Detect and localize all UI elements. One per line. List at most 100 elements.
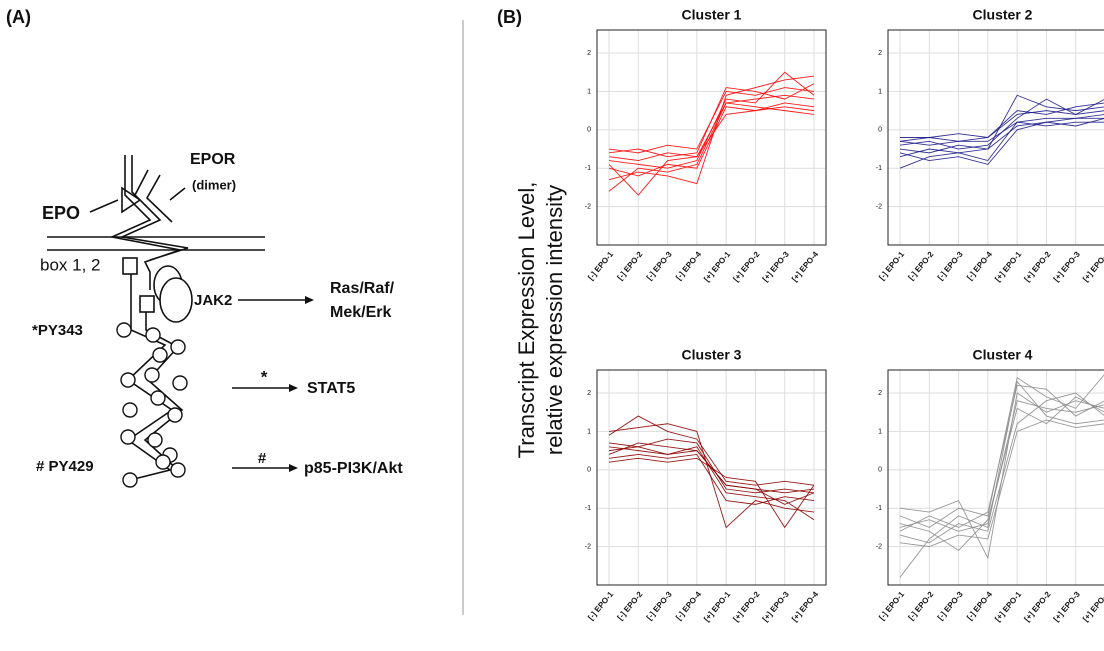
y-tick-label: 0 [878, 467, 882, 474]
data-line [608, 71, 815, 169]
data-line [900, 110, 1104, 138]
x-tick-label: [+] EPO-3 [761, 249, 792, 283]
arrowhead [289, 384, 298, 392]
y-tick-label: -2 [585, 203, 591, 210]
x-tick-label: [+] EPO-3 [761, 589, 792, 623]
x-tick-label: [+] EPO-1 [993, 589, 1024, 623]
x-tick-label: [-] EPO-1 [586, 589, 615, 621]
y-tick-label: -2 [585, 543, 591, 550]
arrowhead [305, 296, 314, 304]
arrow-mark: * [261, 367, 268, 386]
y-tick-label: 2 [587, 390, 591, 397]
x-tick-label: [-] EPO-4 [965, 249, 994, 281]
y-tick-label: 2 [878, 50, 882, 57]
x-tick-label: [+] EPO-3 [1052, 589, 1083, 623]
box-domain [139, 295, 155, 313]
plot-frame [596, 29, 827, 246]
y-tick-label: -1 [585, 505, 591, 512]
data-line [899, 117, 1104, 154]
y-tick-label: 1 [878, 428, 882, 435]
panel-a: (A) EPOR (dimer) EPO box 1, 2 JAK2 Ras/R… [6, 7, 464, 615]
dimer-label: (dimer) [192, 177, 236, 192]
y-tick-label: 0 [587, 467, 591, 474]
x-tick-label: [+] EPO-1 [702, 589, 733, 623]
data-line [608, 442, 815, 505]
pathway-label: p85-PI3K/Akt [304, 460, 403, 477]
x-tick-label: [-] EPO-4 [674, 589, 703, 621]
data-line [899, 380, 1104, 578]
pathway-label: Ras/Raf/ [330, 280, 395, 297]
x-tick-label: [+] EPO-4 [1081, 589, 1104, 623]
x-tick-label: [-] EPO-2 [907, 589, 936, 621]
x-tick-label: [-] EPO-2 [616, 249, 645, 281]
chart-title: Cluster 1 [682, 7, 742, 23]
panel-label: (A) [6, 7, 31, 27]
epo-ligand [121, 186, 142, 214]
data-line [899, 392, 1104, 560]
y-tick-label: 2 [587, 50, 591, 57]
box-domain [122, 257, 138, 275]
data-line [608, 102, 815, 192]
data-line [608, 94, 815, 161]
chart-title: Cluster 4 [973, 347, 1033, 363]
x-tick-label: [-] EPO-3 [936, 589, 965, 621]
x-tick-label: [+] EPO-3 [1052, 249, 1083, 283]
data-line [899, 118, 1104, 165]
pointer [89, 199, 119, 213]
x-tick-label: [-] EPO-3 [645, 249, 674, 281]
data-line [899, 98, 1104, 150]
data-line [608, 415, 815, 486]
y-axis-label: Transcript Expression Level, [514, 182, 539, 459]
x-tick-label: [+] EPO-4 [790, 249, 821, 283]
pathway-label: Mek/Erk [330, 304, 391, 321]
x-tick-label: [-] EPO-2 [907, 249, 936, 281]
data-line [608, 423, 815, 529]
data-line [608, 83, 815, 158]
pointer [169, 187, 186, 201]
x-tick-label: [-] EPO-3 [936, 249, 965, 281]
data-line [608, 453, 815, 505]
y-tick-label: -2 [876, 543, 882, 550]
chart-title: Cluster 3 [682, 347, 742, 363]
data-line [899, 102, 1104, 142]
epor-label: EPOR [190, 151, 236, 168]
data-line [608, 438, 815, 494]
y-axis-label: relative expression intensity [542, 185, 567, 455]
plot-frame [596, 369, 827, 586]
site-label: # PY429 [36, 458, 94, 475]
panel-label: (B) [497, 7, 522, 27]
data-line [899, 396, 1104, 552]
y-tick-label: -1 [876, 165, 882, 172]
arrow-mark: # [258, 450, 267, 467]
x-tick-label: [-] EPO-1 [586, 249, 615, 281]
box-label: box 1, 2 [40, 255, 101, 274]
x-tick-label: [-] EPO-1 [877, 249, 906, 281]
x-tick-label: [+] EPO-2 [731, 249, 762, 283]
data-line [608, 106, 815, 196]
plot-frame [887, 29, 1104, 246]
data-line [608, 102, 815, 177]
phospho-sites [116, 322, 188, 488]
data-line [899, 121, 1104, 162]
arrowhead [289, 464, 298, 472]
data-line [899, 384, 1104, 532]
x-tick-label: [+] EPO-1 [993, 249, 1024, 283]
plot-frame [887, 369, 1104, 586]
x-tick-label: [+] EPO-2 [1022, 589, 1053, 623]
x-tick-label: [-] EPO-3 [645, 589, 674, 621]
y-tick-label: 2 [878, 390, 882, 397]
y-tick-label: 1 [587, 88, 591, 95]
y-tick-label: -1 [876, 505, 882, 512]
receptor [109, 155, 189, 290]
x-tick-label: [+] EPO-2 [731, 589, 762, 623]
y-tick-label: -1 [585, 165, 591, 172]
data-line [608, 446, 815, 521]
chart-title: Cluster 2 [973, 7, 1033, 23]
data-line [608, 75, 815, 185]
x-tick-label: [+] EPO-1 [702, 249, 733, 283]
x-tick-label: [-] EPO-2 [616, 589, 645, 621]
y-tick-label: -2 [876, 203, 882, 210]
x-tick-label: [-] EPO-1 [877, 589, 906, 621]
y-tick-label: 0 [878, 127, 882, 134]
